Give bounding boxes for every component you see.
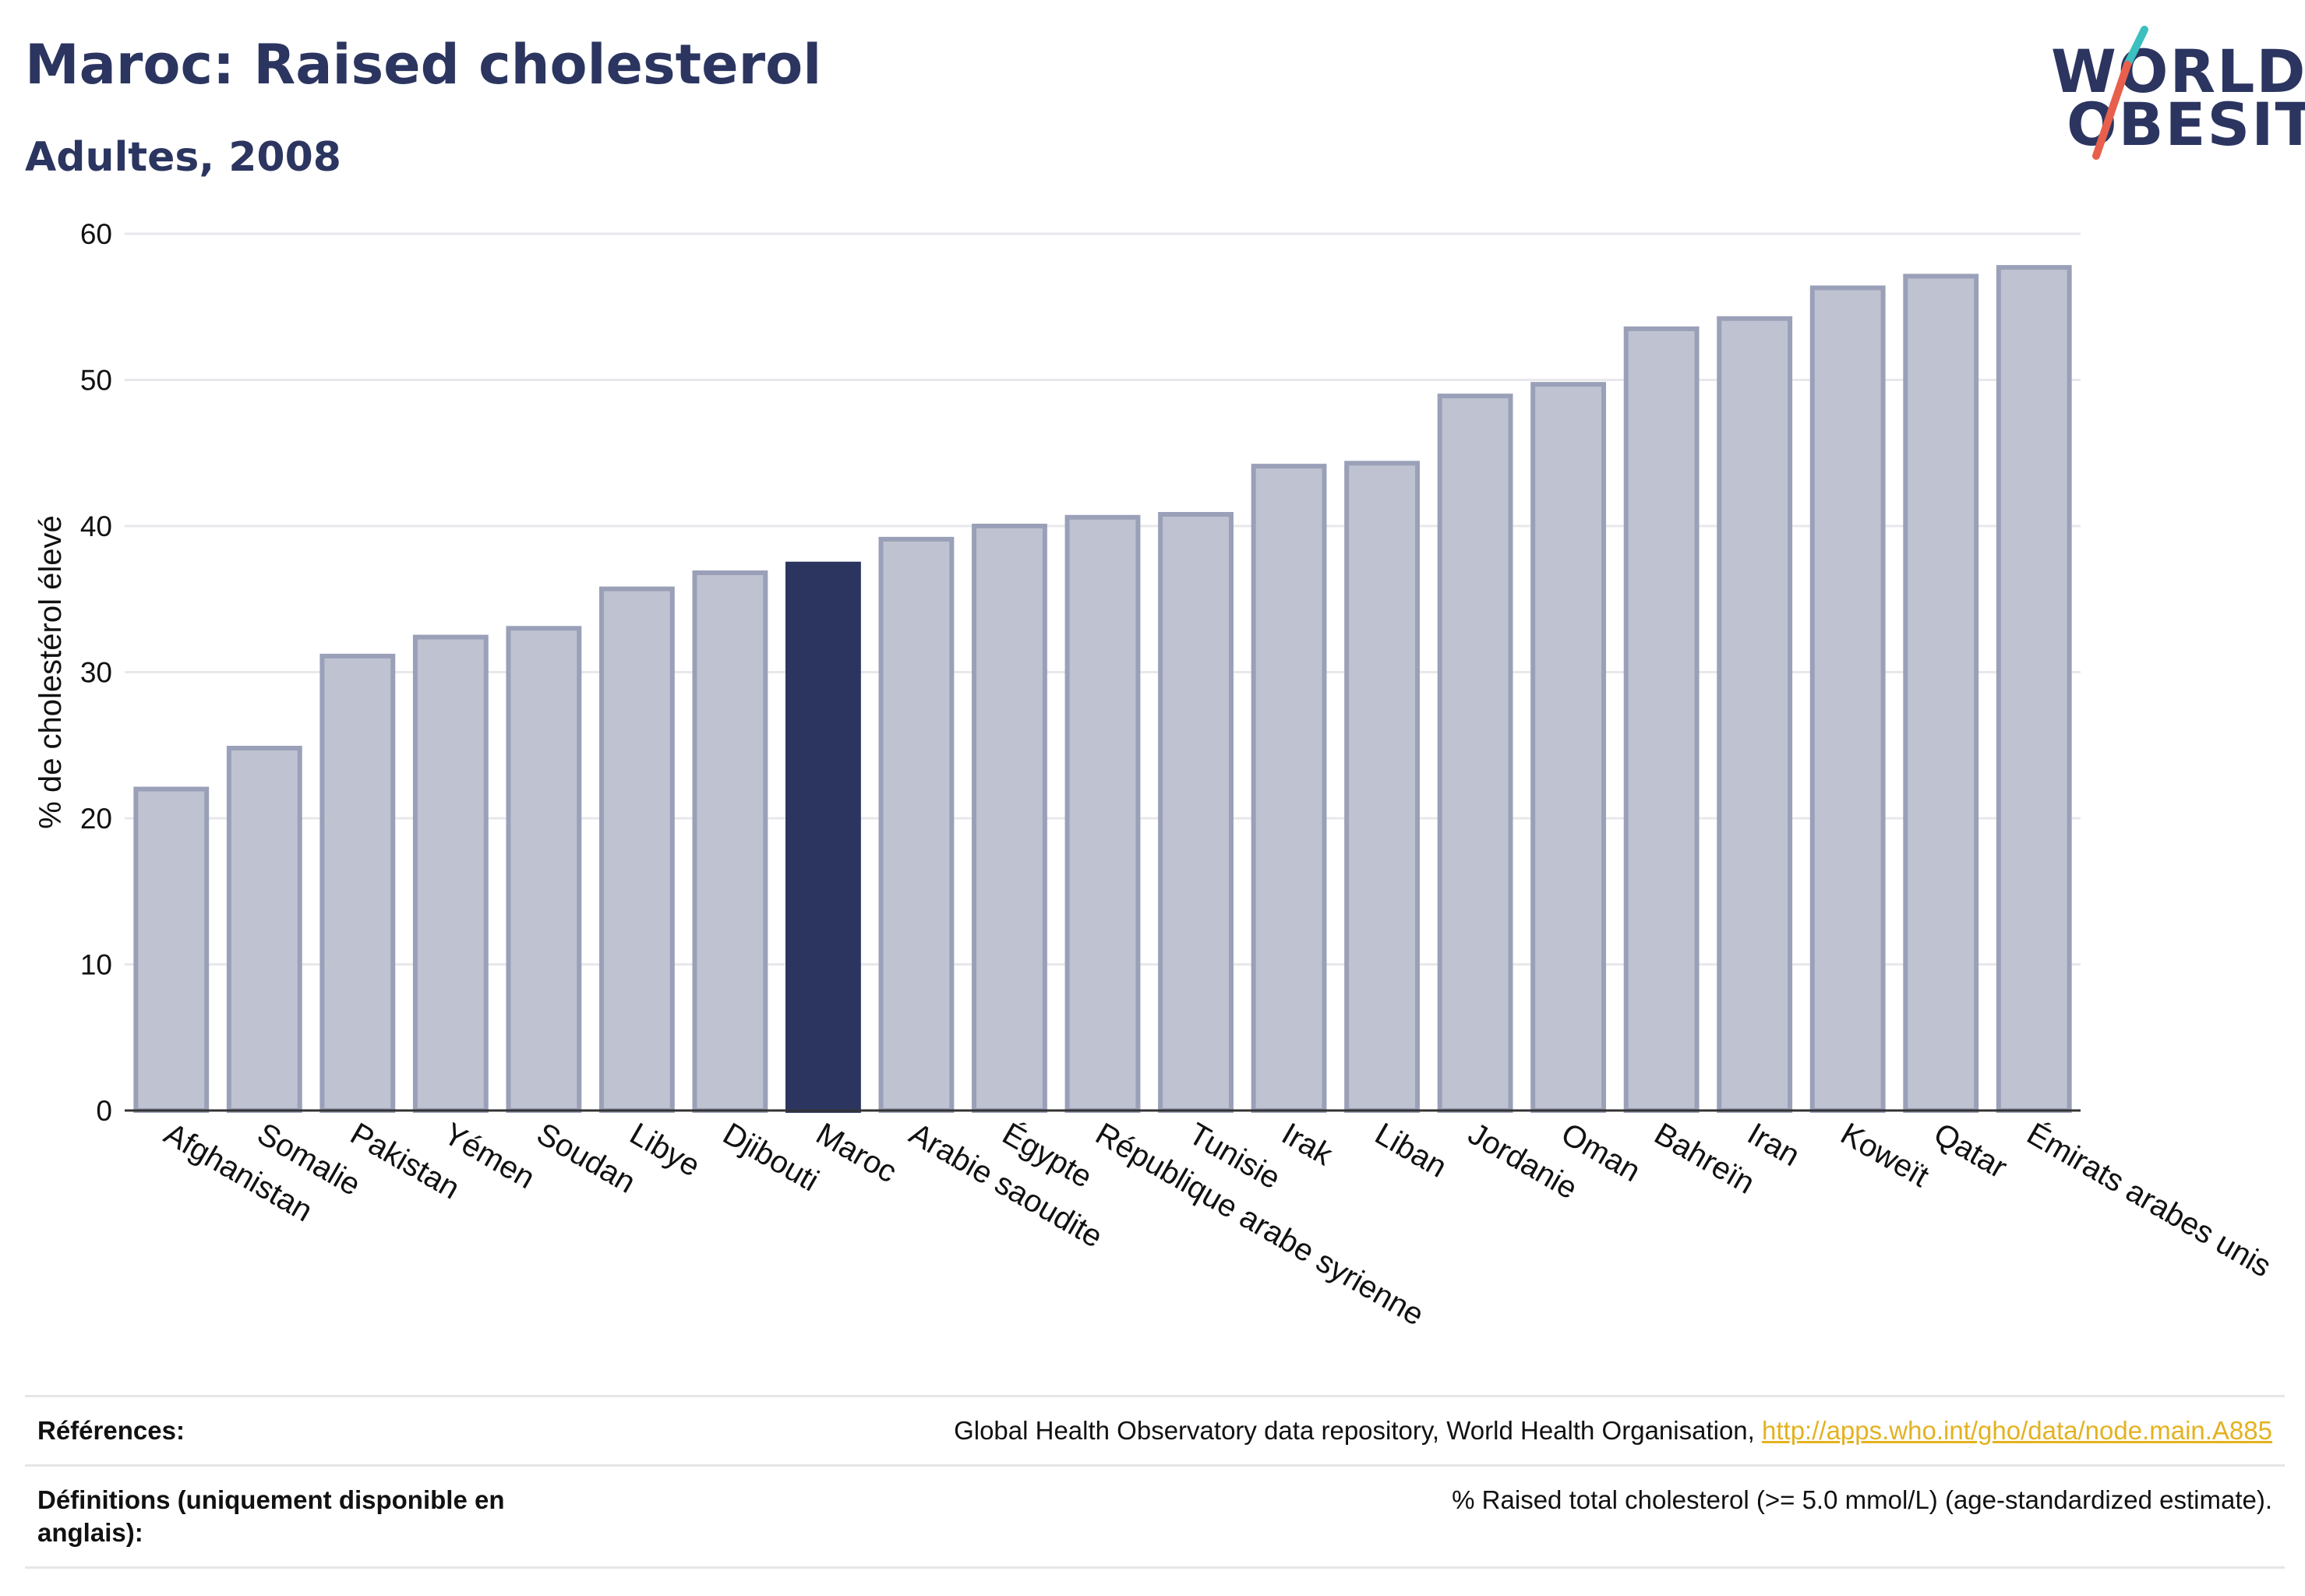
x-tick-label: Koweït <box>1835 1117 1935 1194</box>
references-row: Références: Global Health Observatory da… <box>25 1395 2285 1464</box>
bar <box>1064 514 1141 1113</box>
x-tick-label: Soudan <box>531 1117 641 1200</box>
definitions-row: Définitions (uniquement disponible en an… <box>25 1464 2285 1569</box>
bar <box>785 561 861 1113</box>
x-tick-label: Liban <box>1369 1117 1453 1185</box>
bar <box>1623 326 1700 1113</box>
x-tick-label: Bahreïn <box>1649 1117 1760 1201</box>
logo-text-line1: WORLD <box>2051 37 2305 106</box>
chart-subtitle: Adultes, 2008 <box>25 134 341 181</box>
world-obesity-logo: WORLD OBESITY <box>2035 22 2305 170</box>
bar <box>972 524 1047 1113</box>
bar <box>1996 265 2072 1113</box>
bar <box>598 586 675 1113</box>
y-tick-label: 20 <box>80 803 112 835</box>
chart-title: Maroc: Raised cholesterol <box>25 33 822 97</box>
bar <box>412 634 489 1113</box>
references-label: Références: <box>37 1416 185 1445</box>
bar <box>1717 316 1793 1113</box>
bar <box>1903 274 1979 1113</box>
definitions-label: Définitions (uniquement disponible en an… <box>37 1485 505 1547</box>
y-tick-label: 40 <box>80 510 112 542</box>
references-link[interactable]: http://apps.who.int/gho/data/node.main.A… <box>1762 1416 2272 1445</box>
x-tick-label: Qatar <box>1928 1117 2013 1185</box>
bar <box>692 570 768 1113</box>
references-table: Références: Global Health Observatory da… <box>25 1395 2285 1569</box>
y-tick-label: 60 <box>80 218 112 250</box>
x-tick-label: Émirats arabes unis <box>2021 1116 2278 1284</box>
logo-slash-icon <box>2092 26 2148 160</box>
y-tick-label: 10 <box>80 949 112 981</box>
x-tick-label: Djibouti <box>717 1117 824 1199</box>
references-text: Global Health Observatory data repositor… <box>954 1416 1763 1445</box>
y-axis-label: % de cholestérol élevé <box>34 515 68 828</box>
x-tick-label: Irak <box>1276 1117 1340 1173</box>
x-tick-label: Iran <box>1742 1117 1806 1174</box>
bar <box>133 786 210 1113</box>
y-tick-label: 50 <box>80 365 112 397</box>
bar <box>226 746 302 1113</box>
bar <box>878 536 955 1113</box>
y-tick-label: 30 <box>80 657 112 689</box>
bar <box>1530 382 1607 1113</box>
bar <box>1251 464 1327 1113</box>
definitions-value: % Raised total cholesterol (>= 5.0 mmol/… <box>1452 1485 2272 1514</box>
bar <box>1158 512 1234 1113</box>
x-tick-label: Maroc <box>810 1117 902 1190</box>
y-tick-label: 0 <box>96 1095 112 1127</box>
bar <box>1344 461 1420 1113</box>
bar <box>506 626 582 1113</box>
bar <box>319 653 396 1113</box>
bar <box>1809 285 1886 1113</box>
references-value: Global Health Observatory data repositor… <box>567 1414 2272 1447</box>
bar <box>1437 394 1513 1113</box>
